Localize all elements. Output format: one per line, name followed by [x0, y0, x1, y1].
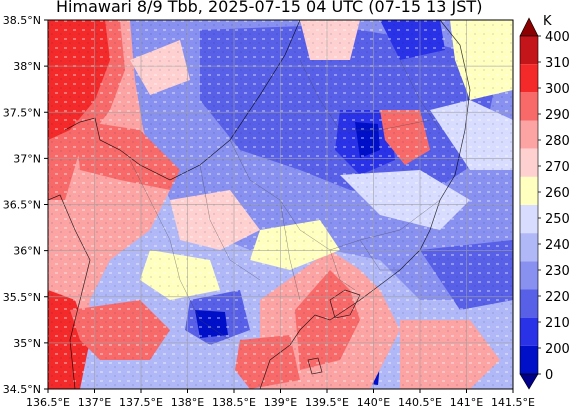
colorbar-segment	[520, 317, 538, 346]
y-tick-label: 36°N	[13, 245, 41, 258]
x-tick-label: 137°E	[78, 396, 111, 409]
colorbar-segment	[520, 176, 538, 205]
colorbar-extend-bottom	[519, 373, 539, 390]
map-title: Himawari 8/9 Tbb, 2025-07-15 04 UTC (07-…	[56, 0, 483, 16]
y-tick-label: 36.5°N	[3, 199, 41, 212]
y-axis: 38.5°N 38°N 37.5°N 37°N 36.5°N 36°N 35.5°N 35°N…	[3, 14, 48, 396]
y-tick-label: 34.5°N	[3, 383, 41, 396]
colorbar-segment	[520, 120, 538, 149]
x-tick-label: 140°E	[357, 396, 390, 409]
colorbar-tick-label: 200	[545, 342, 570, 357]
y-tick-label: 35.5°N	[3, 291, 41, 304]
colorbar-tick-label: 220	[545, 290, 570, 305]
y-tick-label: 38.5°N	[3, 14, 41, 27]
x-axis: 136.5°E 137°E 137.5°E 138°E 138.5°E 139°E 139.…	[26, 389, 535, 409]
y-tick-label: 37.5°N	[3, 106, 41, 119]
x-tick-label: 139.5°E	[305, 396, 349, 409]
colorbar-tick-label: 250	[545, 212, 570, 227]
x-tick-label: 136.5°E	[26, 396, 70, 409]
y-tick-label: 37°N	[13, 152, 41, 165]
colorbar-tick-label: 270	[545, 160, 570, 175]
x-tick-label: 141.5°E	[491, 396, 535, 409]
colorbar-tick-label: 210	[545, 316, 570, 331]
colorbar-segment	[520, 345, 538, 374]
colorbar-unit: K	[543, 14, 552, 29]
colorbar-segment	[520, 64, 538, 93]
y-tick-label: 38°N	[13, 60, 41, 73]
x-tick-label: 141°E	[450, 396, 483, 409]
x-tick-label: 140.5°E	[398, 396, 442, 409]
colorbar-segment	[520, 233, 538, 262]
colorbar-tick-label: 280	[545, 134, 570, 149]
colorbar-extend-top	[519, 17, 539, 37]
colorbar-segment	[520, 36, 538, 65]
colorbar-segment	[520, 205, 538, 234]
colorbar-segment	[520, 261, 538, 290]
x-tick-label: 138.5°E	[212, 396, 256, 409]
colorbar-tick-label: 300	[545, 82, 570, 97]
colorbar-tick-label: 240	[545, 238, 570, 253]
colorbar-segment	[520, 289, 538, 318]
y-tick-label: 35°N	[13, 337, 41, 350]
colorbar-segment	[520, 92, 538, 121]
colorbar-tick-label: 400	[545, 30, 570, 45]
colorbar-segment	[520, 148, 538, 177]
colorbar-frame	[519, 35, 539, 375]
colorbar-tick-label: 260	[545, 186, 570, 201]
x-tick-label: 138°E	[171, 396, 204, 409]
colorbar-tick-label: 310	[545, 56, 570, 71]
colorbar-tick-label: 230	[545, 264, 570, 279]
x-tick-label: 139°E	[264, 396, 297, 409]
colorbar-tick-label: 290	[545, 108, 570, 123]
colorbar: 400 310 300 290 280 270 260 250 240 230 220 210 200 0…	[519, 14, 570, 390]
map-grid	[48, 20, 513, 389]
x-tick-label: 137.5°E	[119, 396, 163, 409]
colorbar-tick-label: 0	[545, 368, 553, 383]
